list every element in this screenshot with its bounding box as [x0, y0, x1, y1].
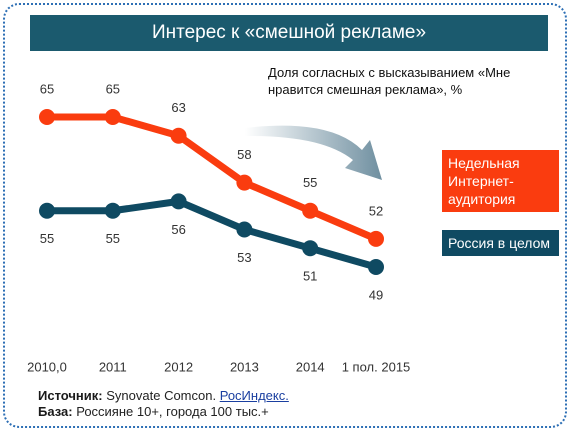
base-label: База: — [38, 404, 73, 419]
point — [170, 193, 187, 210]
data-label: 52 — [369, 203, 383, 218]
data-label: 53 — [237, 250, 251, 265]
series-line — [47, 197, 377, 271]
point — [368, 259, 384, 275]
point — [104, 109, 121, 125]
point — [368, 230, 384, 247]
source-link[interactable]: РосИндекс. — [219, 388, 289, 403]
base-line: База: Россияне 10+, города 100 тыс.+ — [38, 404, 289, 420]
x-tick-label: 2011 — [99, 359, 127, 374]
data-label: 65 — [40, 81, 54, 96]
x-tick-label: 1 пол. 2015 — [342, 359, 411, 374]
data-label: 56 — [171, 222, 185, 237]
point — [39, 109, 55, 125]
series-line — [47, 113, 378, 243]
point — [104, 202, 121, 219]
source-label: Источник: — [38, 388, 103, 403]
data-label: 51 — [303, 269, 317, 284]
point — [170, 127, 187, 144]
data-label: 55 — [303, 175, 317, 190]
data-label: 63 — [171, 100, 185, 115]
subtitle: Доля согласных с высказыванием «Мне нрав… — [268, 65, 511, 97]
point — [39, 202, 55, 219]
arrow — [245, 125, 382, 180]
point — [302, 202, 319, 219]
data-label: 55 — [106, 231, 120, 246]
x-tick-label: 2014 — [296, 359, 325, 374]
legend-entry: Россия в целом — [442, 230, 559, 256]
source-line: Источник: Synovate Comcon. РосИндекс. — [38, 388, 289, 404]
x-tick-label: 2012 — [164, 359, 193, 374]
point — [302, 240, 319, 257]
data-label: 58 — [237, 147, 251, 162]
x-tick-label: 2010,0 — [27, 359, 67, 374]
data-label: 65 — [106, 81, 120, 96]
source-text: Synovate Comcon. — [106, 388, 217, 403]
point — [236, 174, 253, 191]
base-text: Россияне 10+, города 100 тыс.+ — [76, 404, 269, 419]
frame — [3, 3, 567, 428]
chart-title: Интерес к «смешной рекламе» — [30, 15, 548, 51]
footer: Источник: Synovate Comcon. РосИндекс. Ба… — [38, 388, 289, 420]
point — [236, 221, 253, 238]
legend-entry: Недельная Интернет-аудитория — [442, 150, 559, 212]
data-label: 49 — [369, 287, 383, 302]
x-tick-label: 2013 — [230, 359, 259, 374]
data-label: 55 — [40, 231, 54, 246]
